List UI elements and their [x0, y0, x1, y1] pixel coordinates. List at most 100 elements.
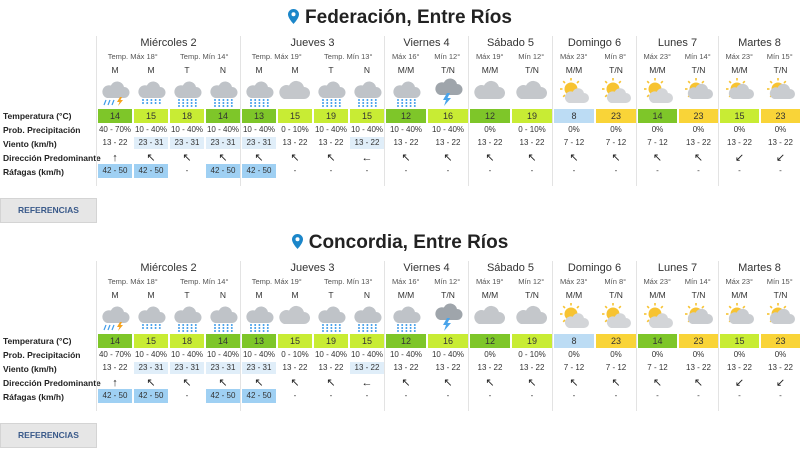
min-temp: Mín 8° — [604, 277, 627, 286]
wind-direction-arrow: ↖ — [652, 152, 663, 164]
wind-value: 7 - 12 — [605, 138, 627, 147]
day-min-max: Máx 23° Mín 14° — [637, 276, 718, 287]
gust-value: - — [185, 391, 189, 400]
precipitation-value: 0% — [568, 350, 580, 359]
temperature-value: 16 — [428, 109, 468, 123]
temperature-value: 12 — [386, 109, 426, 123]
precipitation-value: 0% — [610, 350, 622, 359]
temperature-value: 14 — [206, 334, 240, 348]
temperature-value: 19 — [314, 109, 348, 123]
gust-value: - — [572, 391, 576, 400]
gust-value: - — [779, 166, 782, 175]
heavy-rain-icon — [206, 302, 240, 332]
storm-icon — [431, 77, 465, 107]
rain-icon — [134, 302, 168, 332]
day-min-max: Temp. Máx 19° Temp. Mín 13° — [241, 276, 384, 287]
period-label: M — [111, 65, 119, 75]
period-label: M/M — [731, 65, 748, 75]
wind-direction-arrow: ↖ — [485, 152, 495, 164]
precipitation-value: 0% — [651, 125, 664, 134]
period-label: M/M — [649, 290, 666, 300]
wind-value: 7 - 12 — [647, 363, 668, 372]
heavy-rain-icon — [314, 302, 348, 332]
gust-value: - — [697, 391, 700, 400]
period-label: T/N — [525, 65, 539, 75]
day-min-max: Máx 23° Mín 14° — [637, 51, 718, 62]
wind-value: 13 - 22 — [393, 138, 419, 147]
temperature-value: 14 — [98, 109, 132, 123]
gust-value: - — [488, 166, 492, 175]
temperature-value: 14 — [638, 109, 677, 123]
temperature-value: 15 — [350, 334, 384, 348]
cloud-icon — [515, 77, 549, 107]
temperature-value: 15 — [134, 109, 168, 123]
partly-sunny-icon — [557, 302, 591, 332]
period-label: N — [219, 65, 227, 75]
period-label: M — [147, 290, 155, 300]
gust-value: - — [488, 391, 492, 400]
precipitation-value: 10 - 40% — [134, 125, 168, 134]
gust-value: - — [293, 166, 297, 175]
temperature-value: 15 — [278, 109, 312, 123]
sun-cloud-icon — [723, 302, 757, 332]
temperature-value: 13 — [242, 109, 276, 123]
min-temp: Mín 12° — [518, 277, 545, 286]
min-temp: Mín 12° — [434, 277, 461, 286]
wind-value: 7 - 12 — [563, 363, 585, 372]
temperature-value: 14 — [638, 334, 677, 348]
period-label: T/N — [609, 65, 623, 75]
day-column: Martes 8 Máx 23° Mín 15° M/M 15 0% 13 - 22 ↙ - T/… — [718, 36, 800, 186]
day-name: Viernes 4 — [403, 37, 450, 49]
day-min-max: Máx 23° Mín 8° — [553, 276, 636, 287]
max-temp: Máx 23° — [643, 277, 672, 286]
min-temp: Temp. Mín 13° — [324, 52, 373, 61]
wind-direction-arrow: ↖ — [146, 152, 156, 164]
gust-value: - — [329, 391, 333, 400]
gust-value: 42 - 50 — [206, 389, 240, 403]
day-column: Sábado 5 Máx 19° Mín 12° M/M 12 0% 13 - 22 ↖ - T/… — [468, 36, 552, 186]
temperature-value: 23 — [596, 109, 636, 123]
heavy-rain-icon — [389, 77, 423, 107]
period-label: T/N — [609, 290, 623, 300]
gust-value: - — [365, 391, 369, 400]
max-temp: Máx 16° — [391, 277, 420, 286]
period-label: M/M — [481, 65, 499, 75]
forecast-grid: Temperatura (°C) Prob. Precipitación Vient… — [0, 36, 800, 186]
temperature-value: 15 — [278, 334, 312, 348]
day-min-max: Máx 19° Mín 12° — [469, 51, 552, 62]
wind-value: 13 - 22 — [768, 138, 793, 147]
day-name: Lunes 7 — [657, 262, 698, 274]
sun-cloud-icon — [764, 302, 798, 332]
period-label: T/N — [773, 65, 788, 75]
precipitation-label: Prob. Precipitación — [3, 125, 81, 135]
max-temp: Máx 23° — [559, 277, 588, 286]
gust-value: - — [738, 166, 741, 175]
sun-cloud-icon — [682, 77, 716, 107]
temperature-value: 23 — [679, 334, 718, 348]
references-button[interactable]: REFERENCIAS — [0, 423, 97, 448]
gust-value: - — [446, 391, 450, 400]
wind-value: 23 - 31 — [170, 362, 204, 374]
wind-direction-arrow: ↖ — [527, 377, 537, 389]
day-name: Martes 8 — [738, 262, 781, 274]
wind-direction-arrow: ↖ — [254, 152, 264, 164]
precipitation-value: 0% — [651, 350, 664, 359]
gust-value: - — [185, 166, 189, 175]
precipitation-value: 10 - 40% — [350, 350, 384, 359]
wind-direction-arrow: ↑ — [112, 152, 118, 164]
day-name: Jueves 3 — [290, 37, 335, 49]
day-name: Sábado 5 — [486, 262, 535, 274]
wind-value: 23 - 31 — [206, 137, 240, 149]
gust-value: - — [614, 391, 618, 400]
min-temp: Temp. Mín 14° — [180, 277, 229, 286]
wind-value: 23 - 31 — [134, 362, 168, 374]
gust-value: - — [329, 166, 333, 175]
temperature-value: 15 — [134, 334, 168, 348]
day-column: Jueves 3 Temp. Máx 19° Temp. Mín 13° M 13 10 … — [240, 36, 384, 186]
partly-sunny-icon — [599, 77, 633, 107]
location-pin-icon — [291, 234, 303, 249]
precipitation-value: 10 - 40% — [242, 125, 276, 134]
precipitation-value: 40 - 70% — [98, 350, 132, 359]
references-button[interactable]: REFERENCIAS — [0, 198, 97, 223]
max-temp: Temp. Máx 19° — [251, 52, 302, 61]
